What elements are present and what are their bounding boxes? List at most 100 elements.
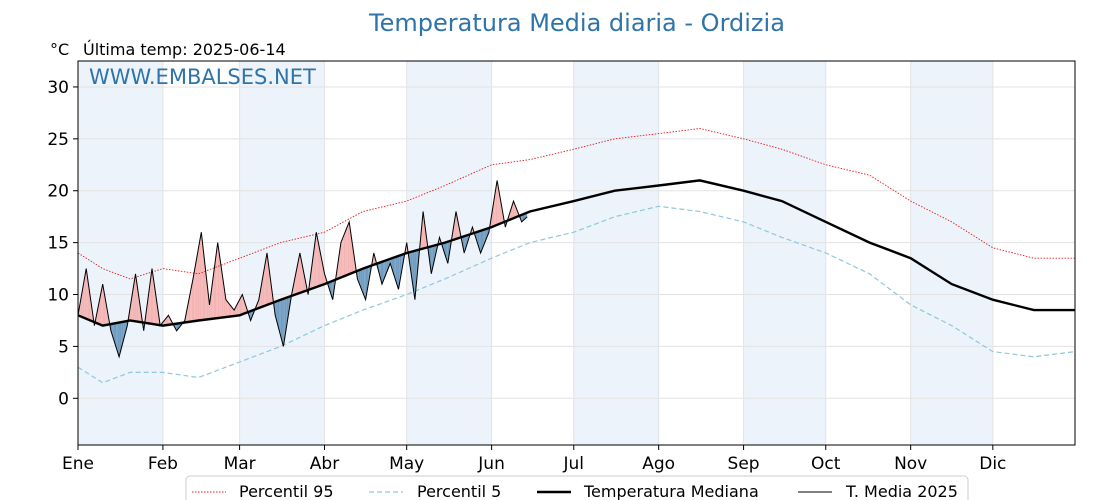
anomaly-fill-segment — [150, 268, 152, 324]
anomaly-fill-segment — [267, 253, 269, 305]
anomaly-fill-segment — [495, 180, 498, 226]
anomaly-fill-segment — [215, 253, 217, 319]
month-band-4 — [743, 61, 826, 445]
x-tick-label-ene: Ene — [62, 454, 94, 474]
x-tick-label-mar: Mar — [224, 454, 256, 474]
x-axis-ticks: Ene Feb Mar Abr May Jun Jul Ago Sep Oct Nov Dic — [62, 445, 1006, 474]
x-tick-label-nov: Nov — [894, 454, 927, 474]
anomaly-fill-segment — [213, 263, 215, 319]
anomaly-fill-segment — [216, 242, 218, 319]
x-tick-label-oct: Oct — [811, 454, 841, 474]
anomaly-fill-segment — [202, 244, 204, 320]
anomaly-fill-segment — [434, 245, 436, 262]
anomaly-fill-segment — [314, 232, 317, 288]
anomaly-fill-segment — [153, 278, 155, 325]
anomaly-fill-segment — [360, 269, 362, 290]
anomaly-fill-segment — [265, 253, 267, 306]
anomaly-fill-segment — [349, 221, 351, 275]
anomaly-fill-segment — [431, 246, 433, 274]
anomaly-fill-segment — [340, 239, 343, 278]
anomaly-fill-segment — [132, 282, 135, 322]
anomaly-fill-segment — [346, 225, 348, 276]
series-lines — [77, 128, 1076, 384]
anomaly-fill-segment — [297, 259, 299, 294]
anomaly-fill-segment — [195, 255, 198, 321]
anomaly-fill-segment — [279, 299, 281, 336]
anomaly-fill-segment — [204, 256, 206, 320]
anomaly-fill-segment — [197, 247, 199, 321]
y-tick-label-0: 0 — [58, 389, 69, 409]
anomaly-fill-segment — [501, 203, 503, 224]
anomaly-fill-segment — [338, 252, 340, 279]
anomaly-fill-segment — [513, 201, 515, 219]
anomaly-fill-segment — [383, 260, 385, 281]
anomaly-fill-segment — [280, 299, 283, 342]
anomaly-fill-segment — [175, 323, 177, 331]
anomaly-fill-segment — [193, 271, 195, 322]
anomaly-fill-segment — [343, 232, 346, 277]
series-line-t-media-2025 — [77, 180, 528, 359]
anomaly-fill-segment — [194, 263, 196, 322]
anomaly-fill-segment — [342, 235, 344, 277]
anomaly-fill-segment — [345, 228, 347, 276]
legend-p95-label: Percentil 95 — [239, 482, 334, 500]
y-tick-label-25: 25 — [47, 130, 69, 150]
y-tick-label-10: 10 — [47, 286, 69, 306]
watermark: WWW.EMBALSES.NET — [89, 65, 316, 89]
anomaly-fill-segment — [430, 246, 432, 274]
anomaly-fill-segment — [238, 299, 240, 316]
legend-media2025-label: T. Media 2025 — [845, 482, 958, 500]
anomaly-fill-segment — [97, 304, 99, 324]
x-tick-label-may: May — [389, 454, 424, 474]
anomaly-fill-segment — [282, 298, 284, 347]
anomaly-fill-segment — [316, 232, 318, 288]
anomaly-fill-segment — [482, 229, 484, 250]
anomaly-fill-segment — [323, 266, 325, 285]
anomaly-fill-segment — [395, 256, 398, 285]
anomaly-fill-segment — [156, 297, 158, 325]
y-tick-label-15: 15 — [47, 234, 69, 254]
anomaly-fill-segment — [124, 321, 126, 336]
anomaly-fill-segment — [522, 214, 524, 221]
anomaly-fill-segment — [398, 255, 400, 290]
anomaly-fill-segment — [483, 229, 485, 247]
x-tick-label-jul: Jul — [563, 454, 585, 474]
x-tick-label-feb: Feb — [148, 454, 178, 474]
anomaly-fill-segment — [401, 254, 403, 274]
y-tick-label-5: 5 — [58, 337, 69, 357]
anomaly-fill-segment — [102, 284, 104, 326]
anomaly-fill-segment — [350, 231, 352, 274]
x-tick-label-jun: Jun — [477, 454, 505, 474]
anomaly-fill-segment — [479, 230, 481, 253]
anomaly-fill-segment — [364, 267, 366, 300]
anomaly-fill-segment — [421, 211, 424, 249]
anomaly-fill-segment — [264, 260, 266, 306]
x-tick-label-abr: Abr — [310, 454, 339, 474]
anomaly-fill-segment — [84, 268, 87, 319]
month-bands — [78, 61, 993, 445]
anomaly-fill-segment — [362, 268, 365, 297]
anomaly-fill-segment — [117, 322, 120, 357]
anomaly-fill-segment — [90, 297, 92, 321]
anomaly-fill-segment — [99, 291, 102, 326]
anomaly-fill-segment — [262, 268, 265, 307]
anomaly-fill-segment — [394, 256, 396, 281]
anomaly-fill-segment — [287, 296, 289, 321]
anomaly-fill-segment — [101, 284, 103, 326]
anomaly-fill-segment — [301, 259, 303, 293]
month-band-0 — [78, 61, 163, 445]
anomaly-fill-segment — [298, 253, 300, 294]
anomaly-fill-segment — [476, 231, 478, 245]
anomaly-fill-segment — [120, 322, 122, 352]
anomaly-fill-segment — [217, 242, 220, 318]
anomaly-fill-segment — [198, 240, 200, 321]
anomaly-fill-segment — [134, 273, 136, 322]
anomaly-fill-segment — [241, 294, 243, 315]
anomaly-fill-segment — [319, 246, 321, 287]
month-band-1 — [239, 61, 325, 445]
anomaly-fill-segment — [446, 241, 448, 264]
anomaly-fill-segment — [276, 300, 278, 326]
anomaly-fill-segment — [277, 300, 280, 331]
anomaly-fill-segment — [190, 285, 192, 322]
